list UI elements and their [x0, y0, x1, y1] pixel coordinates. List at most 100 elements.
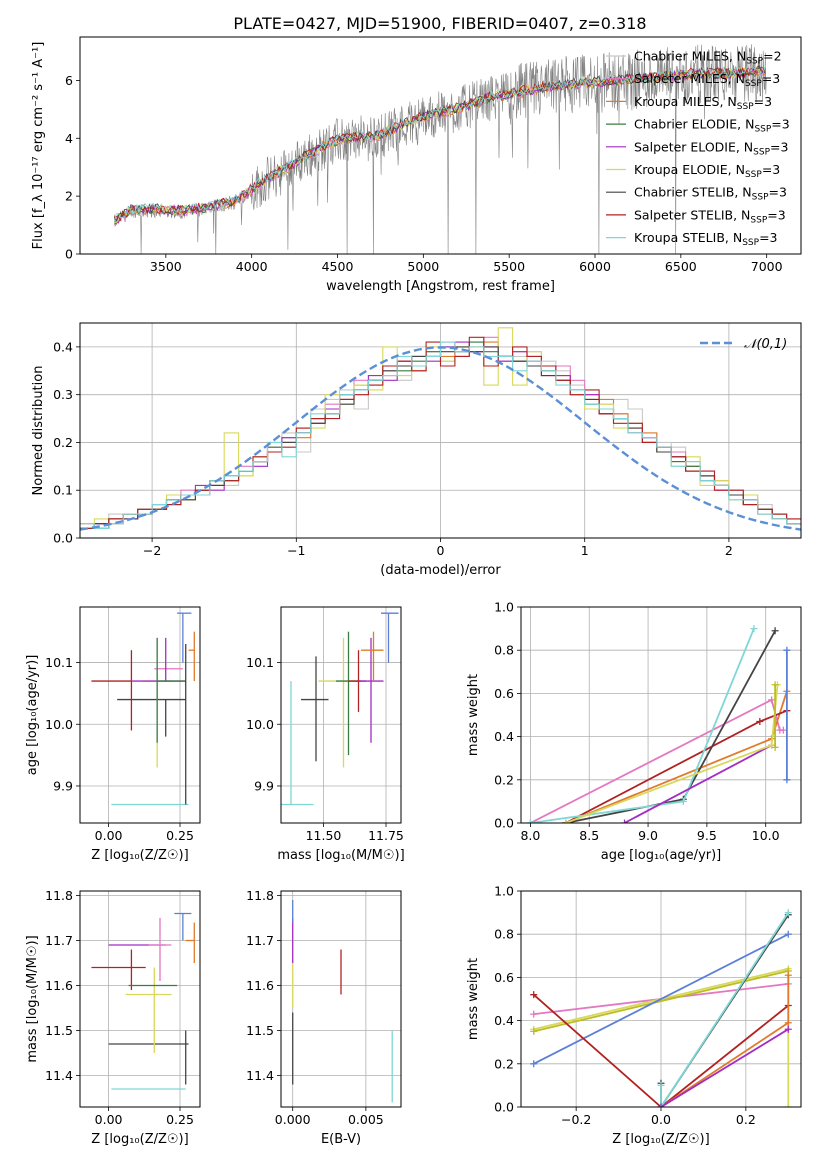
plus-marker	[756, 717, 764, 725]
plus-marker	[771, 681, 779, 689]
axes-layer: 3500 4000 4500 5000 5500 6000 6500 7000 0 2 4 6 wave…	[25, 36, 802, 1147]
plot-area	[281, 607, 401, 823]
x-tick-label: 0.005	[348, 1112, 384, 1127]
legend-label: Salpeter MILES, NSSP=3	[634, 71, 780, 89]
x-tick-label: 4500	[322, 259, 354, 274]
legend-label: Salpeter ELODIE, NSSP=3	[634, 139, 788, 157]
plus-marker	[768, 741, 776, 749]
x-tick-label: 11.50	[306, 828, 342, 843]
panel-weight-vs-age: 8.0 8.5 9.0 9.5 10.0 0.0 0.2 0.4 0.6 0.8 1.0 age [l…	[466, 600, 802, 863]
y-tick-label: 1.0	[494, 884, 514, 899]
x-tick-label: 8.5	[579, 828, 599, 843]
plus-marker	[771, 743, 779, 751]
plus-marker	[530, 1010, 538, 1018]
panel-age-vs-mass: 11.50 11.75 9.9 10.0 10.1 mass [log₁₀(M/M☉)]	[246, 606, 405, 863]
y-tick-label: 11.4	[45, 1068, 73, 1083]
x-tick-label: 9.0	[638, 828, 658, 843]
y-axis-label: mass [log₁₀(M/M☉)]	[25, 935, 40, 1062]
y-tick-label: 11.8	[45, 888, 73, 903]
plus-marker	[783, 646, 791, 654]
y-axis-label: mass weight	[466, 958, 481, 1040]
y-tick-label: 11.7	[246, 933, 274, 948]
x-tick-label: 0.00	[95, 828, 123, 843]
y-tick-label: 0.8	[494, 643, 514, 658]
plus-marker	[784, 1103, 792, 1107]
weight-line	[624, 744, 773, 823]
axes-frame	[79, 890, 201, 1108]
y-tick-label: 1.0	[494, 600, 514, 615]
y-axis-label: age [log₁₀(age/yr)]	[25, 655, 40, 776]
plus-marker	[784, 1019, 792, 1027]
axes-frame	[280, 606, 402, 824]
x-tick-label: 0.2	[736, 1112, 756, 1127]
plus-marker	[657, 1081, 665, 1089]
spectrum-legend: Chabrier MILES, NSSP=2 Salpeter MILES, NS…	[606, 49, 790, 248]
x-tick-label: 0.25	[166, 828, 194, 843]
y-tick-label: 0.2	[494, 772, 514, 787]
x-tick-label: 5500	[493, 259, 525, 274]
plot-area	[521, 891, 801, 1107]
legend-label: Chabrier ELODIE, NSSP=3	[634, 117, 790, 135]
panel-weight-vs-Z: −0.2 0.0 0.2 0.0 0.2 0.4 0.6 0.8 1.0 Z [log₁₀(Z/Z…	[466, 884, 802, 1147]
y-tick-label: 0.3	[53, 387, 73, 402]
plot-area	[113, 44, 767, 254]
weight-line	[533, 933, 789, 1065]
y-tick-label: 0.0	[494, 816, 514, 831]
plus-marker	[771, 627, 779, 635]
y-axis-label: mass weight	[466, 674, 481, 756]
x-tick-label: 9.5	[697, 828, 717, 843]
x-axis-label: age [log₁₀(age/yr)]	[601, 848, 722, 863]
weight-line	[533, 970, 789, 1033]
weight-line	[660, 912, 790, 1107]
legend-label: Kroupa MILES, NSSP=3	[634, 94, 772, 112]
axes-frame	[79, 36, 802, 255]
axes-frame	[520, 890, 802, 1108]
plus-marker	[530, 1060, 538, 1068]
legend-label: 𝒩(0,1)	[744, 337, 787, 352]
y-tick-label: 11.8	[246, 888, 274, 903]
plus-marker	[657, 1103, 665, 1107]
y-tick-label: 10.0	[45, 717, 73, 732]
y-tick-label: 11.5	[246, 1023, 274, 1038]
x-axis-label: E(B-V)	[321, 1132, 361, 1147]
plus-marker	[784, 909, 792, 917]
x-axis-label: Z [log₁₀(Z/Z☉)]	[91, 848, 188, 863]
y-tick-label: 0.4	[53, 339, 73, 354]
x-tick-label: 11.75	[368, 828, 404, 843]
plus-marker	[562, 819, 570, 823]
x-axis-label: wavelength [Angstrom, rest frame]	[326, 279, 555, 294]
x-tick-label: 5000	[407, 259, 439, 274]
y-tick-label: 0.2	[53, 435, 73, 450]
y-tick-label: 11.4	[246, 1068, 274, 1083]
plus-marker	[768, 696, 776, 704]
y-tick-label: 0.4	[494, 1013, 514, 1028]
axes-frame	[520, 606, 802, 824]
legend-label: Chabrier MILES, NSSP=2	[634, 49, 782, 67]
panel-residuals: −2 −1 0 1 2 0.0 0.1 0.2 0.3 0.4 (data-model)/error…	[31, 322, 802, 578]
plus-marker	[783, 776, 791, 784]
x-tick-label: 1	[581, 543, 589, 558]
axes-frame	[280, 890, 402, 1108]
y-tick-label: 4	[65, 131, 73, 146]
x-tick-label: 10.0	[752, 828, 780, 843]
y-tick-label: 2	[65, 189, 73, 204]
y-tick-label: 0.6	[494, 686, 514, 701]
y-axis-label: Normed distribution	[31, 366, 46, 496]
y-tick-label: 0.2	[494, 1056, 514, 1071]
plus-marker	[679, 797, 687, 805]
y-tick-label: 10.1	[246, 655, 274, 670]
plus-marker	[530, 1027, 538, 1035]
y-tick-label: 0.0	[53, 531, 73, 546]
x-tick-label: 0	[437, 543, 445, 558]
panel-mass-vs-Z: 0.00 0.25 11.4 11.5 11.6 11.7 11.8 Z [log₁₀(Z/Z…	[25, 888, 201, 1147]
x-tick-label: −2	[143, 543, 161, 558]
y-tick-label: 6	[65, 73, 73, 88]
legend-label: Kroupa STELIB, NSSP=3	[634, 230, 778, 248]
y-tick-label: 11.5	[45, 1023, 73, 1038]
y-tick-label: 10.0	[246, 717, 274, 732]
plot-area	[80, 891, 200, 1107]
y-tick-label: 11.7	[45, 933, 73, 948]
plus-marker	[784, 1025, 792, 1033]
y-tick-label: 11.6	[45, 978, 73, 993]
y-tick-label: 9.9	[254, 778, 274, 793]
